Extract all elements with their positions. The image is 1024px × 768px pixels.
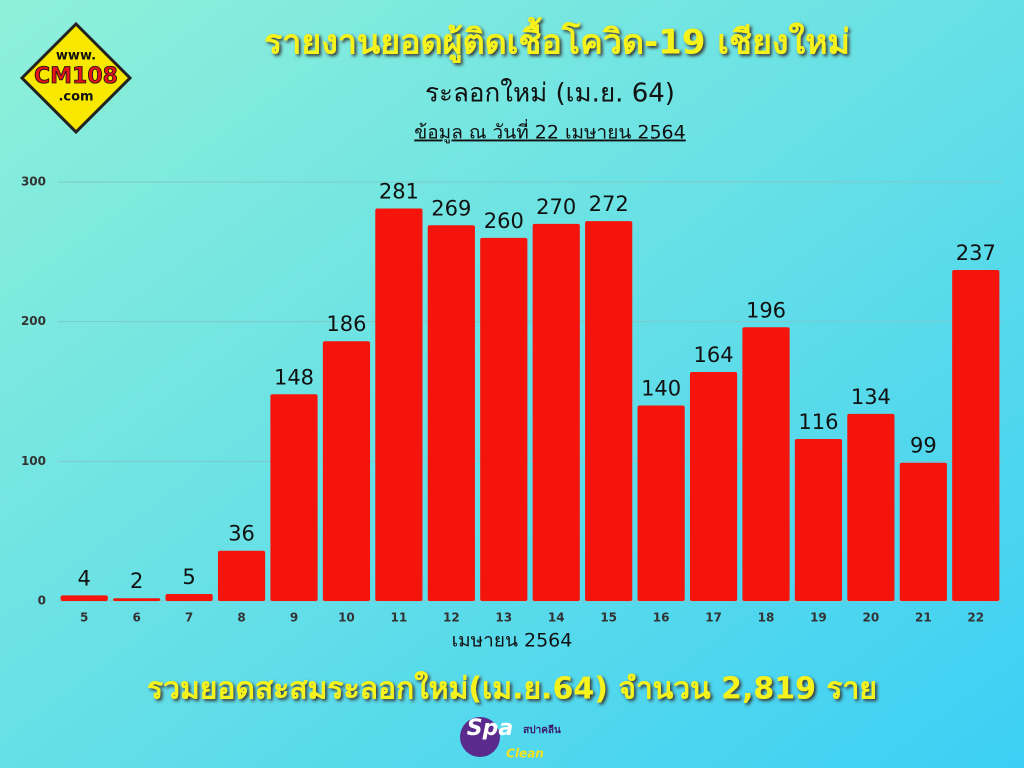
x-tick-label: 8 — [237, 611, 245, 625]
logo-text: สปาคลีน — [523, 724, 561, 736]
chart-title: รายงานยอดผู้ติดเชื้อโควิด-19 เชียงใหม่ — [264, 17, 850, 64]
x-tick-label: 19 — [810, 611, 827, 625]
x-tick-label: 10 — [338, 611, 355, 625]
x-tick-label: 9 — [290, 611, 298, 625]
bar — [952, 269, 1000, 601]
data-label: 99 — [910, 434, 937, 458]
bar — [480, 237, 528, 601]
x-tick-label: 14 — [548, 611, 565, 625]
data-label: 237 — [956, 241, 996, 265]
data-label: 196 — [746, 298, 786, 322]
bar — [217, 550, 266, 601]
logo-text: www. — [56, 49, 96, 64]
bar — [165, 594, 213, 601]
x-tick-label: 15 — [600, 611, 617, 625]
x-axis-label: เมษายน 2564 — [452, 630, 573, 652]
bar — [847, 413, 895, 601]
y-tick-label: 300 — [21, 175, 46, 189]
bar — [427, 225, 475, 601]
bar — [270, 394, 318, 601]
spa-logo: Spa สปาคลีน Clean — [460, 716, 561, 761]
bar — [899, 462, 947, 601]
bar — [375, 208, 423, 601]
x-tick-label: 22 — [967, 611, 984, 625]
data-label: 5 — [182, 565, 195, 589]
cm108-logo: www. CM108 .com — [19, 21, 133, 135]
data-label: 164 — [694, 343, 734, 367]
data-label: 260 — [484, 209, 524, 233]
data-label: 148 — [274, 365, 314, 389]
data-label: 269 — [431, 196, 471, 220]
footer: รวมยอดสะสมระลอกใหม่(เม.ย.64) จำนวน 2,819… — [147, 671, 877, 707]
bar — [113, 598, 161, 601]
bar — [532, 223, 580, 601]
data-label: 134 — [851, 385, 891, 409]
data-label: 116 — [798, 410, 838, 434]
bar — [637, 405, 685, 601]
x-tick-label: 17 — [705, 611, 722, 625]
data-label: 4 — [78, 566, 91, 590]
logo-text: Clean — [506, 747, 544, 761]
y-tick-label: 0 — [38, 594, 46, 608]
x-tick-label: 21 — [915, 611, 932, 625]
data-label: 272 — [589, 192, 629, 216]
x-tick-label: 18 — [758, 611, 775, 625]
bar — [60, 595, 108, 601]
x-tick-label: 16 — [653, 611, 670, 625]
logo-circle — [460, 717, 500, 757]
x-tick-label: 13 — [495, 611, 512, 625]
logo-text: CM108 — [34, 64, 118, 89]
bar — [322, 341, 371, 601]
logo-text: Spa — [467, 716, 513, 741]
x-tick-label: 7 — [185, 611, 193, 625]
data-label: 2 — [130, 569, 143, 593]
x-tick-label: 5 — [80, 611, 88, 625]
logo-text: .com — [58, 90, 93, 105]
chart-note: ข้อมูล ณ วันที่ 22 เมษายน 2564 — [414, 119, 685, 144]
bar — [689, 371, 738, 601]
x-tick-label: 12 — [443, 611, 460, 625]
x-tick-label: 20 — [863, 611, 880, 625]
x-tick-label: 11 — [391, 611, 408, 625]
bar — [585, 221, 633, 601]
y-tick-label: 100 — [21, 454, 46, 468]
bar — [742, 327, 790, 601]
data-label: 186 — [326, 312, 366, 336]
y-tick-label: 200 — [21, 314, 46, 328]
x-tick-label: 6 — [132, 611, 140, 625]
data-label: 36 — [228, 522, 255, 546]
data-label: 140 — [641, 376, 681, 400]
chart-subtitle: ระลอกใหม่ (เม.ย. 64) — [425, 79, 675, 109]
data-label: 270 — [536, 195, 576, 219]
data-label: 281 — [379, 180, 419, 204]
bar — [794, 438, 843, 601]
logo-diamond — [19, 21, 133, 135]
